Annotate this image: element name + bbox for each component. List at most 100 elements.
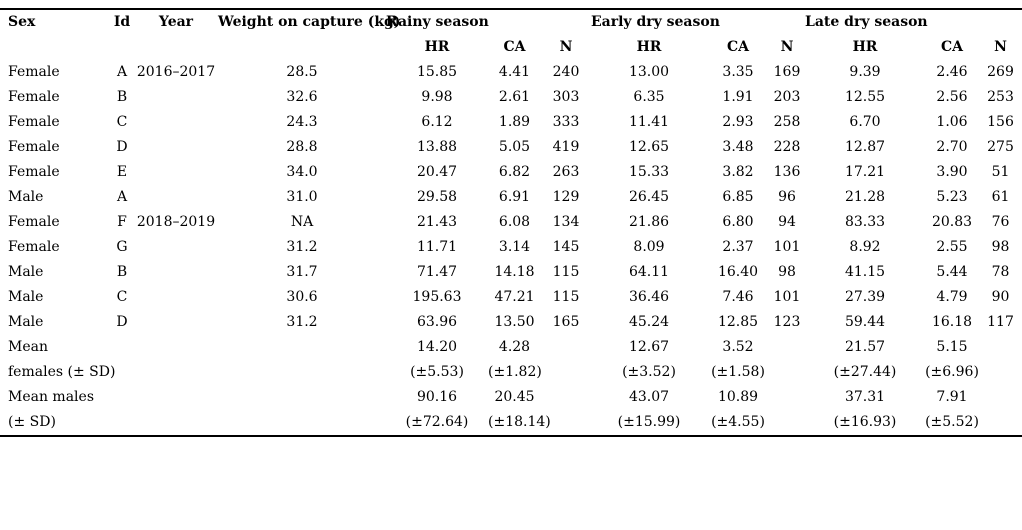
table-cell: 16.40 bbox=[717, 264, 759, 280]
table-cell bbox=[541, 385, 591, 410]
table-cell: A bbox=[116, 189, 128, 205]
table-cell: 15.85 bbox=[416, 64, 458, 80]
table-cell: 123 bbox=[773, 314, 801, 330]
table-cell bbox=[134, 85, 218, 110]
table-cell: 29.58 bbox=[416, 189, 458, 205]
table-cell: 61 bbox=[991, 189, 1010, 205]
table-cell: 11.71 bbox=[416, 239, 458, 255]
table-cell: 16.18 bbox=[931, 314, 973, 330]
table-cell: 15.33 bbox=[628, 164, 670, 180]
table-cell: Male bbox=[8, 264, 44, 280]
table-cell: 63.96 bbox=[416, 314, 458, 330]
table-cell: D bbox=[116, 139, 128, 155]
table-cell: 31.7 bbox=[286, 264, 318, 280]
table-cell: 419 bbox=[552, 139, 580, 155]
table-row: Female A 2016–2017 28.5 15.85 4.41 240 13.00 3.3… bbox=[0, 60, 1022, 85]
table-cell: (±3.52) bbox=[622, 364, 676, 380]
table-cell bbox=[979, 410, 1022, 436]
table-row: Female F 2018–2019 NA 21.43 6.08 134 21.86 6.80 9… bbox=[0, 210, 1022, 235]
table-cell: 8.92 bbox=[849, 239, 881, 255]
table-cell: 5.23 bbox=[936, 189, 968, 205]
table-cell: (±27.44) bbox=[833, 364, 897, 380]
table-cell: 2.37 bbox=[722, 239, 754, 255]
table-cell: 30.6 bbox=[286, 289, 318, 305]
header-spacer bbox=[979, 9, 1022, 35]
table-cell: 28.8 bbox=[286, 139, 318, 155]
table-cell bbox=[218, 410, 386, 436]
subheader-hr-rainy: HR bbox=[424, 39, 450, 55]
table-cell: 13.00 bbox=[628, 64, 670, 80]
table-cell: 21.86 bbox=[628, 214, 670, 230]
header-spacer bbox=[541, 9, 591, 35]
table-row: Female B 32.6 9.98 2.61 303 6.35 1.91 203 12.55 2.… bbox=[0, 85, 1022, 110]
header-year: Year bbox=[158, 14, 194, 30]
subheader-hr-late-dry: HR bbox=[852, 39, 878, 55]
table-cell: 145 bbox=[552, 239, 580, 255]
table-row: Female E 34.0 20.47 6.82 263 15.33 3.82 136 17.21… bbox=[0, 160, 1022, 185]
table-cell: C bbox=[116, 289, 128, 305]
table-cell: 11.41 bbox=[628, 114, 670, 130]
table-cell: 6.12 bbox=[421, 114, 453, 130]
header-late-dry-season: Late dry season bbox=[805, 14, 928, 30]
table-cell: 3.90 bbox=[936, 164, 968, 180]
table-cell: Female bbox=[8, 164, 60, 180]
header-spacer bbox=[925, 9, 979, 35]
table-cell: 101 bbox=[773, 239, 801, 255]
table-cell: 7.91 bbox=[936, 389, 968, 405]
table-cell: (±1.58) bbox=[711, 364, 765, 380]
table-cell bbox=[769, 360, 805, 385]
table-cell: 4.79 bbox=[936, 289, 968, 305]
table-cell: (±18.14) bbox=[488, 414, 551, 430]
subheader-n-early-dry: N bbox=[780, 39, 794, 55]
table-cell bbox=[134, 160, 218, 185]
table-cell: 7.46 bbox=[722, 289, 754, 305]
header-early-dry-season: Early dry season bbox=[591, 14, 720, 30]
table-cell: 2.46 bbox=[936, 64, 968, 80]
table-cell: 269 bbox=[987, 64, 1014, 80]
table-cell: Male bbox=[8, 314, 44, 330]
table-cell: 26.45 bbox=[628, 189, 670, 205]
table-row: Female D 28.8 13.88 5.05 419 12.65 3.48 228 12.87… bbox=[0, 135, 1022, 160]
table-cell: A bbox=[116, 64, 128, 80]
table-cell bbox=[134, 110, 218, 135]
table-row: Mean males 90.16 20.45 43.07 10.89 37.31 7.91 bbox=[0, 385, 1022, 410]
table-cell: 101 bbox=[773, 289, 801, 305]
subheader-ca-late-dry: CA bbox=[940, 39, 963, 55]
table-cell: 14.20 bbox=[416, 339, 458, 355]
table-cell: 136 bbox=[773, 164, 801, 180]
table-cell: 2.61 bbox=[498, 89, 531, 105]
table-cell: 28.5 bbox=[286, 64, 318, 80]
table-cell: 12.67 bbox=[628, 339, 670, 355]
table-cell: Male bbox=[8, 289, 44, 305]
table-cell bbox=[110, 385, 134, 410]
table-row: females (± SD) (±5.53) (±1.82) (±3.52) (±1.5… bbox=[0, 360, 1022, 385]
table-cell: 228 bbox=[773, 139, 801, 155]
table-cell: Male bbox=[8, 189, 44, 205]
table-cell bbox=[134, 310, 218, 335]
table-row: (± SD) (±72.64) (±18.14) (±15.99) (±4.55) (±1… bbox=[0, 410, 1022, 436]
paper-table-page: Sex Id Year Weight on capture (kg) Rainy… bbox=[0, 8, 1022, 530]
table-cell: 2.70 bbox=[936, 139, 968, 155]
table-cell: 115 bbox=[552, 264, 580, 280]
table-cell bbox=[979, 385, 1022, 410]
table-cell: 24.3 bbox=[286, 114, 318, 130]
table-cell: 20.47 bbox=[416, 164, 458, 180]
table-cell: 3.35 bbox=[722, 64, 754, 80]
table-cell bbox=[134, 185, 218, 210]
table-cell: 5.44 bbox=[936, 264, 968, 280]
table-cell: 12.55 bbox=[844, 89, 886, 105]
header-spacer bbox=[769, 9, 805, 35]
table-cell: (±5.53) bbox=[410, 364, 464, 380]
table-cell: 13.50 bbox=[494, 314, 535, 330]
table-cell: 83.33 bbox=[844, 214, 886, 230]
table-cell: 8.09 bbox=[633, 239, 665, 255]
table-cell: Female bbox=[8, 239, 60, 255]
table-cell: 20.83 bbox=[931, 214, 973, 230]
table-row: Female G 31.2 11.71 3.14 145 8.09 2.37 101 8.92 2.… bbox=[0, 235, 1022, 260]
table-cell: 2018–2019 bbox=[136, 214, 216, 230]
table-cell: 36.46 bbox=[628, 289, 670, 305]
table-cell: 333 bbox=[552, 114, 580, 130]
table-cell: 5.05 bbox=[498, 139, 531, 155]
table-cell bbox=[218, 360, 386, 385]
header-row-groups: Sex Id Year Weight on capture (kg) Rainy… bbox=[0, 9, 1022, 35]
